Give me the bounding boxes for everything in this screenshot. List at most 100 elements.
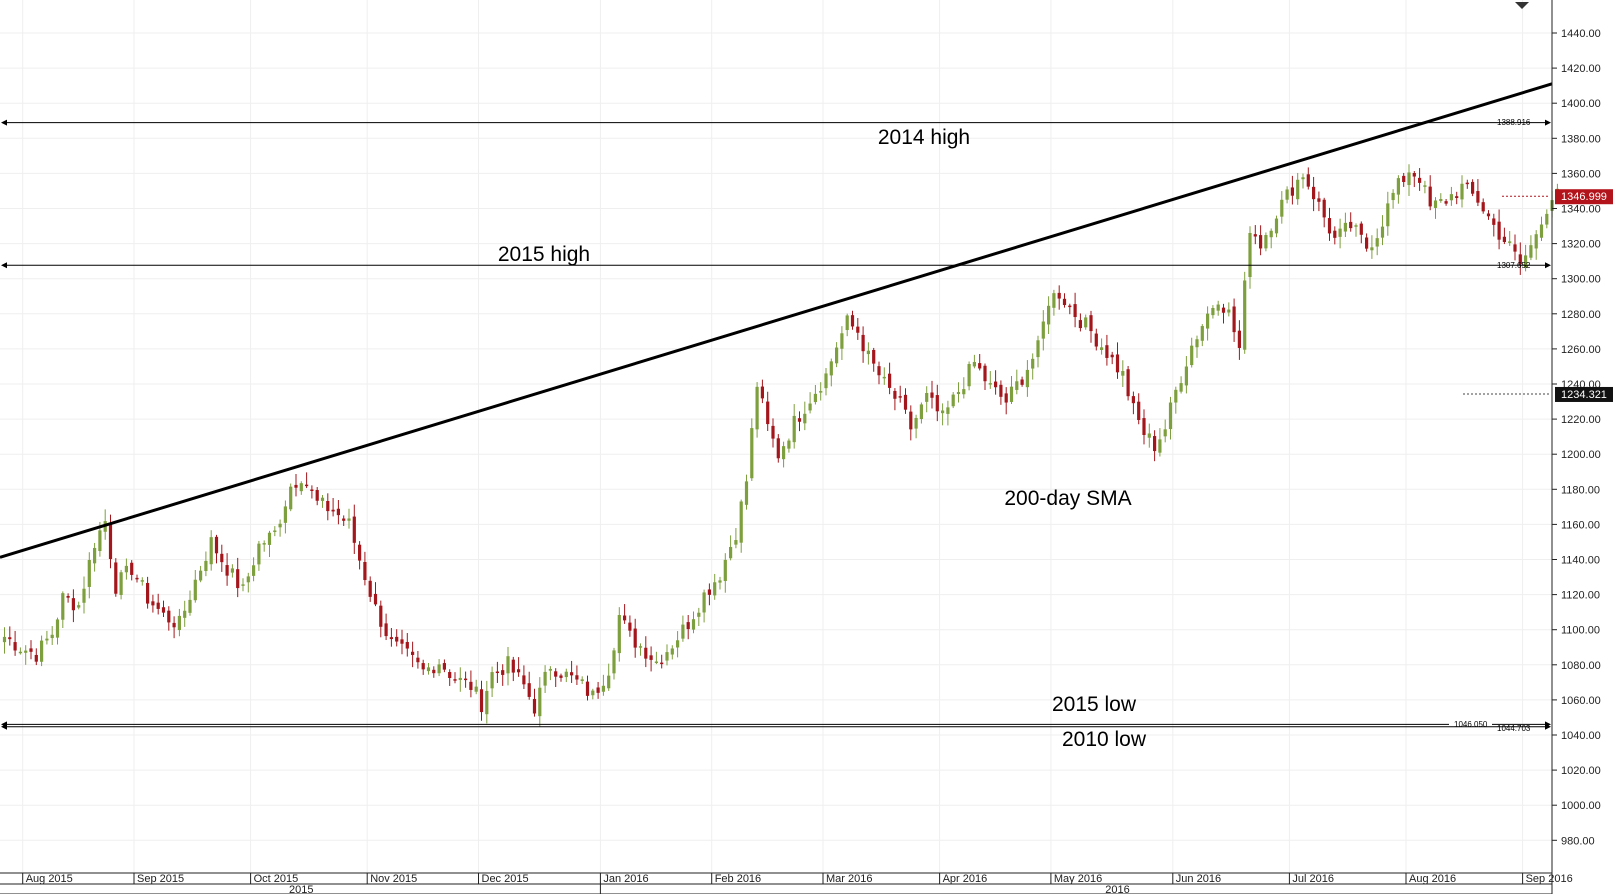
candle-body: [506, 656, 510, 674]
price-tick-label: 1340.00: [1561, 204, 1601, 216]
candle-body: [326, 500, 330, 512]
candle-body: [55, 619, 60, 638]
candle-body: [628, 622, 632, 631]
candle-body: [956, 392, 961, 395]
level-label-2015-high: 1307.652: [1497, 261, 1531, 270]
candle-body: [612, 650, 616, 674]
candle-body: [792, 415, 796, 443]
price-tick-label: 1360.00: [1561, 168, 1601, 180]
candle-body: [1322, 199, 1326, 218]
candle-body: [1031, 358, 1035, 369]
candle-body: [188, 599, 192, 613]
candle-body: [994, 381, 998, 388]
candle-body: [82, 588, 86, 603]
candle-body: [1534, 234, 1538, 249]
candle-body: [1041, 321, 1045, 339]
annotation-2010-low: 2010 low: [1062, 728, 1147, 751]
candle-body: [1184, 366, 1188, 386]
candle-body: [967, 364, 971, 387]
candle-body: [1221, 307, 1226, 313]
candle-body: [342, 518, 346, 521]
candle-body: [872, 349, 876, 364]
candle-body: [501, 670, 505, 675]
candle-body: [1036, 340, 1040, 358]
candle-body: [8, 637, 12, 640]
candle-body: [405, 641, 409, 649]
candle-body: [1280, 199, 1284, 217]
candle-body: [888, 373, 892, 388]
candle-body: [1306, 174, 1310, 187]
candle-body: [1274, 218, 1279, 234]
candle-body: [257, 543, 261, 565]
candle-body: [1333, 230, 1337, 238]
candle-body: [464, 678, 468, 681]
price-tick-label: 1440.00: [1561, 28, 1601, 40]
price-tick-label: 1300.00: [1561, 274, 1601, 286]
candle-body: [776, 438, 780, 459]
candle-body: [676, 640, 680, 648]
candle-body: [1338, 228, 1342, 237]
candle-body: [845, 315, 849, 331]
candle-body: [278, 523, 282, 528]
candle-body: [1465, 182, 1469, 185]
level-label-2014-high: 1388.916: [1497, 118, 1531, 127]
candle-body: [183, 610, 187, 618]
arrow-left-icon: [1, 723, 7, 730]
candle-body: [941, 410, 945, 414]
candle-body: [1073, 304, 1077, 318]
price-tick-label: 1080.00: [1561, 660, 1601, 672]
month-label: Nov 2015: [370, 873, 417, 885]
candle-body: [1486, 213, 1491, 217]
candle-body: [999, 384, 1003, 397]
candle-body: [119, 572, 123, 595]
candle-body: [1264, 234, 1268, 249]
candle-body: [289, 486, 293, 510]
candle-body: [1068, 305, 1072, 308]
candle-body: [479, 689, 484, 713]
candle-body: [840, 333, 844, 349]
candle-body: [214, 536, 219, 554]
candle-body: [554, 671, 558, 677]
candle-body: [71, 598, 75, 611]
candle-body: [24, 650, 28, 653]
candle-body: [485, 690, 489, 715]
arrow-left-icon: [1, 119, 7, 126]
candle-body: [230, 568, 234, 573]
candle-body: [962, 389, 966, 395]
candle-body: [411, 651, 415, 655]
candle-body: [1163, 429, 1167, 437]
candle-body: [1227, 309, 1231, 313]
candle-body: [384, 623, 388, 637]
candle-body: [1206, 313, 1210, 329]
candle-body: [29, 648, 33, 652]
candle-body: [1343, 222, 1347, 232]
scroll-down-arrow-icon[interactable]: [1515, 2, 1529, 9]
candle-body: [564, 671, 568, 678]
candle-body: [236, 569, 240, 589]
candle-body: [623, 615, 627, 621]
trend-line[interactable]: [0, 82, 1553, 559]
candle-body: [193, 579, 197, 601]
sma-value-tag: [1555, 386, 1613, 402]
price-tags: 1346.999 1234.321: [1463, 189, 1613, 402]
candle-body: [527, 683, 531, 697]
candle-body: [1084, 317, 1088, 328]
candle-body: [315, 490, 319, 501]
candle-body: [713, 582, 717, 596]
horizontal-levels: [1, 119, 1551, 730]
price-tick-label: 1000.00: [1561, 800, 1601, 812]
candle-body: [1439, 199, 1443, 201]
candle-body: [1110, 354, 1114, 358]
candle-body: [585, 681, 590, 696]
candle-body: [861, 334, 865, 352]
candle-body: [310, 489, 314, 492]
candle-body: [787, 440, 791, 449]
candle-body: [347, 518, 351, 521]
candle-body: [1285, 189, 1289, 200]
candle-body: [421, 663, 425, 670]
candle-body: [474, 686, 478, 692]
candlestick-series: [2, 164, 1559, 727]
current-price-tag: [1555, 189, 1613, 205]
candle-body: [246, 576, 250, 583]
